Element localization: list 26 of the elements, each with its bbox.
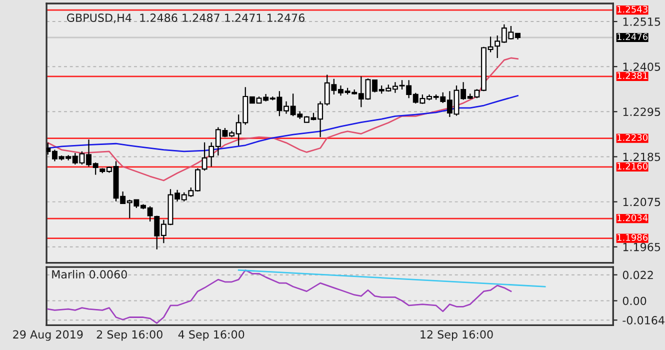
y-tick-label: -0.0164	[622, 316, 664, 324]
text: GBPUSD,H4 1.2486 1.2487 1.2471 1.2476	[67, 14, 304, 24]
y-tick-label: 1.2075	[623, 198, 660, 206]
ref-line-label: 1.2034	[618, 214, 648, 222]
ref-line-label: 1.2230	[618, 134, 648, 141]
line-series	[47, 94, 518, 152]
y-tick-label: 1.2295	[623, 108, 660, 116]
ref-line-label: 1.2476	[618, 33, 648, 40]
annotation: Marlin 0.0060	[52, 270, 127, 279]
y-tick-label: 0.022	[622, 270, 653, 280]
y-tick-label: 1.2405	[623, 62, 660, 71]
x-tick-label: 12 Sep 16:00	[420, 330, 493, 341]
line-series	[47, 269, 512, 324]
line-series	[47, 57, 518, 182]
ref-line-label: 1.2381	[618, 72, 648, 80]
y-tick-label: 1.2185	[623, 152, 660, 162]
y-tick-label: 0.00	[622, 296, 646, 306]
x-tick-label: 4 Sep 16:00	[178, 330, 244, 341]
x-tick-label: 29 Aug 2019	[13, 330, 83, 341]
ref-line-label: 1.2543	[618, 6, 648, 13]
y-tick-label: 1.1965	[623, 242, 660, 252]
x-tick-label: 2 Sep 16:00	[96, 330, 162, 341]
ref-line-label: 1.1986	[618, 234, 648, 241]
y-tick-label: 1.2515	[623, 18, 660, 26]
ref-line-label: 1.2160	[618, 162, 648, 170]
candlestick	[202, 142, 208, 172]
